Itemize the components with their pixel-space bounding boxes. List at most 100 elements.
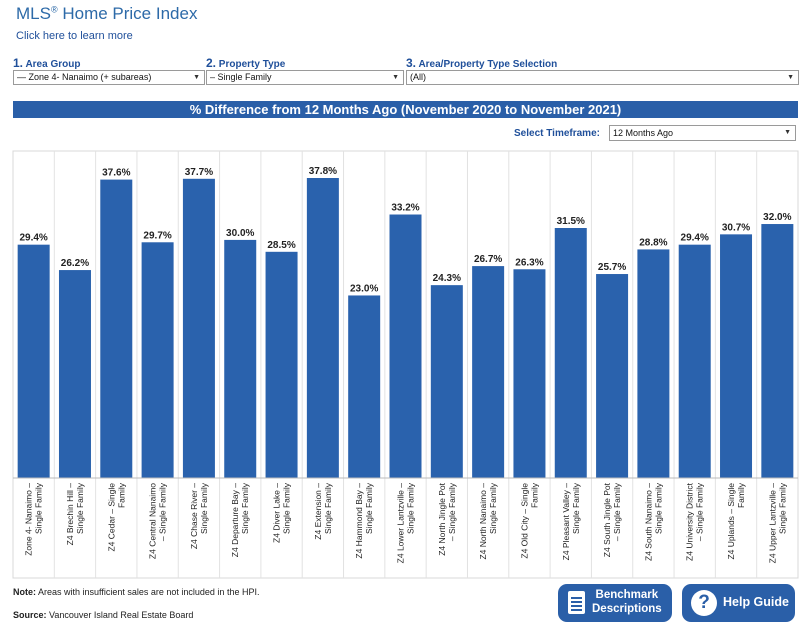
source-line: Source: Vancouver Island Real Estate Boa… [13, 610, 193, 620]
source-text: Vancouver Island Real Estate Board [46, 610, 194, 620]
data-label: 26.2% [61, 258, 89, 269]
benchmark-button-label: Benchmark Descriptions [592, 588, 662, 616]
source-label: Source: [13, 610, 47, 620]
tick-label-line: Single Family [364, 482, 374, 534]
tick-label-line: Single Family [488, 482, 498, 534]
tick-label-line: – Single Family [158, 482, 168, 541]
tick-label: Z4 North Jingle Pot– Single Family [437, 482, 457, 556]
tick-label: Z4 North Nanaimo –Single Family [478, 482, 498, 559]
tick-label-line: Single Family [323, 482, 333, 534]
step-number: 3. [406, 56, 417, 70]
tick-label-line: – Single Family [447, 482, 457, 541]
tick-label-line: Zone 4- Nanaimo – [24, 483, 34, 556]
bar [513, 269, 546, 478]
data-label: 23.0% [350, 283, 378, 294]
tick-label-line: Z4 Diver Lake – [272, 483, 282, 543]
chart-banner: % Difference from 12 Months Ago (Novembe… [13, 101, 798, 118]
data-label: 29.4% [681, 233, 709, 244]
learn-more-link[interactable]: Click here to learn more [16, 30, 133, 42]
tick-label: Z4 Hammond Bay –Single Family [354, 482, 374, 558]
registered-mark: ® [50, 4, 58, 15]
tick-label-line: Z4 Lower Lantzville – [396, 483, 406, 564]
benchmark-line-1: Benchmark [595, 589, 659, 601]
data-label: 26.7% [474, 254, 502, 265]
tick-label-line: Single Family [406, 482, 416, 534]
step-number: 1. [13, 56, 24, 70]
tick-label-line: Family [736, 482, 746, 508]
tick-label: Z4 Upper Lantzville –Single Family [767, 482, 787, 563]
title-text: MLS [16, 4, 51, 23]
bar [265, 251, 298, 478]
benchmark-descriptions-button[interactable]: Benchmark Descriptions [558, 584, 672, 622]
chevron-down-icon: ▼ [392, 74, 399, 81]
tick-label-line: Z4 Central Nanaimo [148, 483, 158, 559]
note-text: Areas with insufficient sales are not in… [36, 587, 260, 597]
data-label: 30.0% [226, 228, 254, 239]
tick-label: Z4 Chase River –Single Family [189, 482, 209, 549]
area-property-select[interactable]: (All) ▼ [406, 70, 799, 85]
tick-label: Z4 Cedar – SingleFamily [106, 482, 126, 551]
bar [58, 270, 91, 478]
chevron-down-icon: ▼ [784, 129, 791, 136]
tick-label-line: Z4 Departure Bay – [230, 483, 240, 557]
tick-label-line: Z4 Chase River – [189, 483, 199, 549]
bar [141, 242, 174, 478]
bar [348, 295, 381, 478]
tick-label-line: Single Family [282, 482, 292, 534]
bar [678, 244, 711, 478]
bar [100, 179, 133, 479]
bar [761, 224, 794, 478]
bar [306, 178, 339, 478]
data-label: 26.3% [515, 257, 543, 268]
bar [182, 178, 215, 479]
tick-label-line: Z4 North Jingle Pot [437, 482, 447, 555]
tick-label-line: Single Family [777, 482, 787, 534]
data-label: 37.8% [309, 166, 337, 177]
property-type-label-text: Property Type [218, 59, 286, 70]
area-group-select[interactable]: — Zone 4- Nanaimo (+ subareas) ▼ [13, 70, 205, 85]
bar [720, 234, 753, 478]
tick-label-line: Z4 South Nanaimo – [643, 483, 653, 561]
question-circle-icon: ? [691, 590, 717, 616]
bar [17, 244, 50, 478]
tick-label: Z4 South Jingle Pot– Single Family [602, 482, 622, 557]
area-group-value: — Zone 4- Nanaimo (+ subareas) [17, 72, 152, 82]
data-label: 37.6% [102, 168, 130, 179]
step-number: 2. [206, 56, 217, 70]
data-label: 29.4% [19, 233, 47, 244]
tick-label-line: Single Family [199, 482, 209, 534]
area-group-label-text: Area Group [25, 59, 81, 70]
data-label: 37.7% [185, 167, 213, 178]
page-title: MLS® Home Price Index [16, 4, 197, 24]
tick-label-line: Z4 Extension – [313, 483, 323, 540]
tick-label-line: Z4 Uplands – Single [726, 483, 736, 560]
tick-label-line: Z4 Hammond Bay – [354, 483, 364, 559]
property-type-label: 2. Property Type [206, 56, 285, 70]
tick-label-line: Z4 Brechin Hill – [65, 483, 75, 546]
area-property-label: 3. Area/Property Type Selection [406, 56, 557, 70]
tick-label-line: Family [116, 482, 126, 508]
bar [637, 249, 670, 478]
property-type-value: – Single Family [210, 72, 272, 82]
data-label: 28.8% [639, 237, 667, 248]
tick-label-line: Single Family [653, 482, 663, 534]
help-guide-button[interactable]: ? Help Guide [682, 584, 795, 622]
tick-label-line: – Single Family [695, 482, 705, 541]
bar [389, 214, 422, 478]
chevron-down-icon: ▼ [193, 74, 200, 81]
property-type-select[interactable]: – Single Family ▼ [206, 70, 404, 85]
data-label: 28.5% [267, 240, 295, 251]
tick-label: Z4 Diver Lake –Single Family [272, 482, 292, 543]
data-label: 33.2% [391, 203, 419, 214]
tick-label: Z4 Uplands – SingleFamily [726, 482, 746, 559]
bar [224, 239, 257, 478]
tick-label: Zone 4- Nanaimo –Single Family [24, 482, 44, 556]
area-property-label-text: Area/Property Type Selection [418, 59, 558, 70]
tick-label-line: Z4 North Nanaimo – [478, 483, 488, 560]
data-label: 30.7% [722, 222, 750, 233]
area-group-label: 1. Area Group [13, 56, 80, 70]
timeframe-select[interactable]: 12 Months Ago ▼ [609, 125, 796, 141]
tick-label: Z4 Pleasant Valley –Single Family [561, 482, 581, 560]
tick-label-line: Z4 Upper Lantzville – [767, 483, 777, 564]
